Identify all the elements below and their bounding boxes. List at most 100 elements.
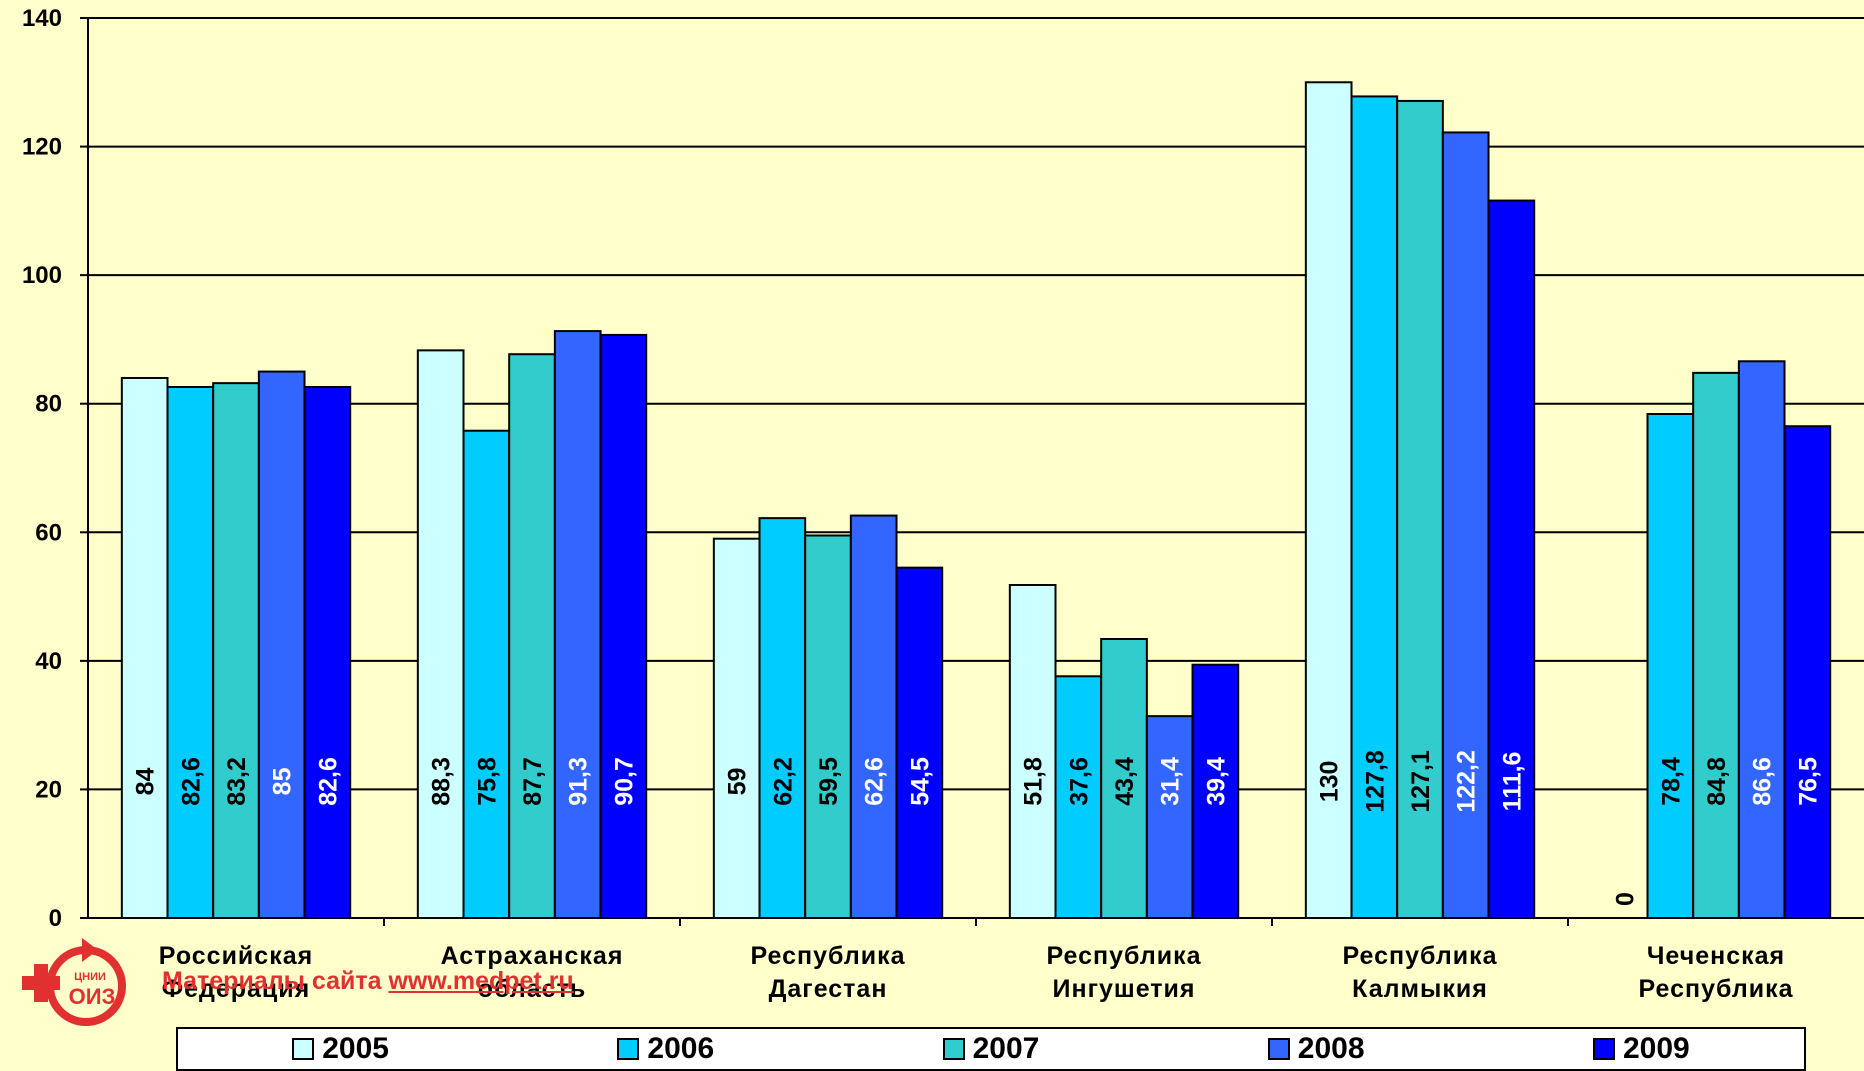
bar-2007 (1692, 371, 1740, 920)
y-tick-label: 80 (35, 391, 62, 418)
data-label: 86,6 (1749, 757, 1777, 806)
data-label: 62,2 (769, 757, 797, 806)
data-label: 84,8 (1703, 757, 1731, 806)
axes (80, 17, 1864, 926)
bar-2009 (599, 333, 648, 919)
data-label: 111,6 (1498, 752, 1526, 812)
data-label: 84 (132, 767, 160, 795)
watermark-url[interactable]: www.medpet.ru (388, 967, 574, 995)
bar-2006 (462, 429, 511, 919)
legend-item-2009: 2009 (1592, 1032, 1690, 1066)
legend-item-2007: 2007 (942, 1032, 1040, 1066)
bar-2006 (758, 517, 807, 920)
data-label: 59,5 (815, 757, 843, 806)
legend-label: 2009 (1622, 1032, 1690, 1065)
bar-2008 (1737, 360, 1786, 919)
legend-swatch (292, 1038, 315, 1060)
data-label: 90,7 (610, 757, 638, 806)
legend-label: 2007 (972, 1032, 1040, 1065)
category-label: Дагестан (769, 975, 888, 1003)
legend: 2005 2006 2007 2008 2009 (176, 1027, 1806, 1071)
data-label: 127,1 (1407, 750, 1435, 813)
data-label: 127,8 (1361, 750, 1389, 813)
bar-2007 (212, 382, 260, 919)
data-label: 39,4 (1202, 757, 1230, 806)
data-label: 87,7 (519, 757, 547, 806)
bar-2007 (1396, 99, 1444, 919)
logo: ЦНИИ ОИЗ (20, 934, 140, 1034)
category-label: Республика (750, 942, 905, 970)
legend-item-2005: 2005 (292, 1032, 389, 1066)
watermark-prefix: Материалы сайта (162, 967, 389, 995)
data-label: 91,3 (565, 757, 593, 806)
bar-2005 (120, 377, 169, 919)
bar-2009 (1783, 425, 1832, 919)
data-label: 43,4 (1111, 757, 1139, 806)
category-label: область (478, 975, 586, 1003)
legend-swatch (617, 1038, 640, 1060)
legend-label: 2006 (647, 1032, 715, 1065)
gridlines (88, 17, 1864, 791)
logo-text-top: ЦНИИ (74, 971, 106, 983)
y-tick-label: 100 (22, 262, 62, 289)
bar-2008 (553, 330, 602, 920)
category-label: Ингушетия (1053, 975, 1196, 1003)
category-label: Российская (159, 942, 313, 970)
bar-2005 (1008, 584, 1057, 919)
legend-swatch (942, 1038, 965, 1060)
y-tick-label: 60 (35, 519, 62, 546)
bar-2009 (895, 566, 944, 920)
logo-text-main: ОИЗ (69, 984, 116, 1009)
bar-2008 (849, 514, 898, 919)
bar-2008 (1145, 715, 1194, 920)
data-label: 54,5 (906, 757, 934, 806)
bar-2005 (416, 349, 465, 920)
bar-2005 (712, 537, 761, 919)
data-label: 31,4 (1157, 757, 1185, 806)
y-tick-label: 140 (22, 5, 62, 32)
data-label: 59 (724, 768, 752, 796)
bar-2005 (1304, 81, 1353, 920)
category-label: Республика (1342, 942, 1497, 970)
category-label: Федерация (162, 975, 311, 1003)
data-label: 75,8 (473, 757, 501, 806)
data-label: 83,2 (223, 757, 251, 806)
y-tick-label: 40 (35, 648, 62, 675)
bar-2006 (1350, 95, 1399, 919)
category-labels: Российская Федерация Астраханская область Ре… (159, 942, 1793, 1003)
category-label: Республика (1638, 975, 1793, 1003)
data-label: 82,6 (177, 757, 205, 806)
bar-2009 (1487, 199, 1536, 920)
legend-item-2008: 2008 (1267, 1032, 1365, 1066)
legend-label: 2005 (322, 1032, 389, 1065)
bar-2006 (1646, 413, 1695, 919)
category-label: Чеченская (1647, 942, 1785, 970)
category-label: Калмыкия (1352, 975, 1488, 1003)
data-label: 62,6 (861, 757, 889, 806)
bar-2006 (166, 386, 215, 919)
legend-swatch (1592, 1038, 1615, 1060)
category-label: Астраханская (441, 942, 624, 970)
y-tick-label: 20 (35, 776, 62, 803)
bar-2007 (804, 534, 852, 919)
y-tick-label: 120 (22, 134, 62, 161)
data-label: 76,5 (1794, 757, 1822, 806)
data-label: 78,4 (1657, 757, 1685, 806)
bar-2007 (508, 353, 556, 919)
bar-2007 (1100, 638, 1148, 919)
category-label: Республика (1046, 942, 1201, 970)
watermark: Материалы сайта www.medpet.ru (162, 967, 574, 996)
legend-item-2006: 2006 (617, 1032, 714, 1066)
y-axis-ticks: 0 20 40 60 80 100 120 140 (22, 5, 62, 932)
data-labels: 84 82,6 83,2 85 82,6 88,3 75,8 87,7 91,3 90,7 59 62… (132, 750, 1823, 906)
y-tick-label: 0 (49, 905, 62, 932)
bars (120, 81, 1832, 920)
data-label: 122,2 (1453, 750, 1481, 813)
legend-label: 2008 (1297, 1032, 1365, 1065)
data-label: 130 (1316, 761, 1344, 803)
data-label: 37,6 (1065, 757, 1093, 806)
data-label: 51,8 (1020, 757, 1048, 806)
bar-2009 (303, 386, 352, 919)
data-label: 85 (269, 767, 297, 795)
